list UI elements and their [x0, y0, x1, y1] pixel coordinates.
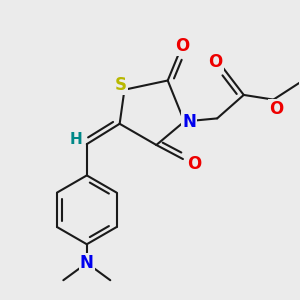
Text: O: O	[187, 155, 201, 173]
Text: N: N	[80, 254, 94, 272]
Text: O: O	[269, 100, 284, 118]
Text: O: O	[208, 53, 223, 71]
Text: N: N	[182, 112, 196, 130]
Text: H: H	[70, 132, 82, 147]
Text: O: O	[175, 37, 189, 55]
Text: S: S	[115, 76, 127, 94]
